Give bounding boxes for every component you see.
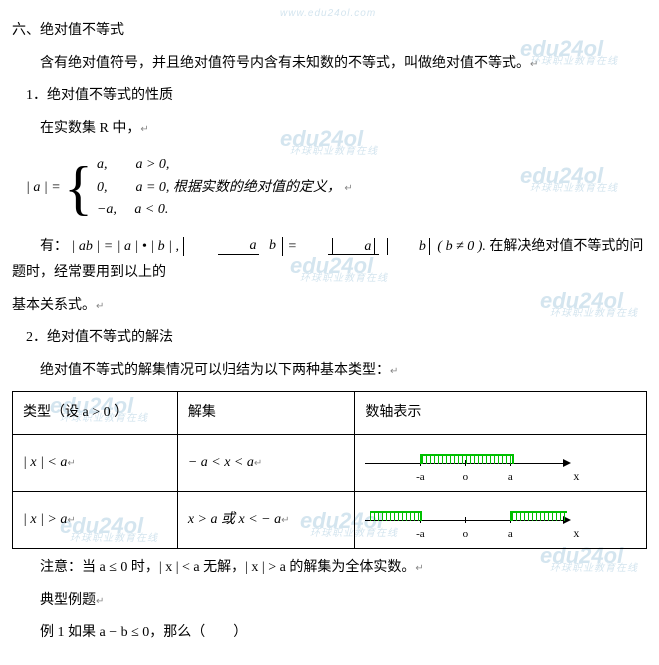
piecewise-lhs: | a | =	[26, 180, 64, 195]
return-mark: ↵	[530, 59, 538, 70]
return-mark: ↵	[415, 563, 423, 574]
case-line: 0, a = 0, 根据实数的绝对值的定义，	[97, 180, 341, 195]
sub2-title: 2．绝对值不等式的解法	[12, 325, 647, 352]
relation-tail: 基本关系式。	[12, 298, 96, 313]
cell-solution: − a < x < a	[188, 455, 254, 470]
examples-title: 典型例题	[40, 593, 96, 608]
table-row: | x | > a↵ x > a 或 x < − a↵ -a o a x	[13, 492, 647, 549]
return-mark: ↵	[96, 301, 104, 312]
col-header-type: 类型（设 a > 0 ）	[13, 391, 178, 435]
numberline-outside: -a o a x	[365, 500, 575, 540]
fraction-left: a b	[182, 237, 284, 255]
relation-prefix: 有：	[40, 239, 68, 254]
sub1-title: 1．绝对值不等式的性质	[12, 83, 647, 110]
definition-text: 含有绝对值符号，并且绝对值符号内含有未知数的不等式，叫做绝对值不等式。	[40, 56, 530, 71]
cell-solution: x > a 或 x < − a	[188, 512, 281, 527]
relation-line: 有： | ab | = | a | • | b | , a b = a b ( …	[12, 234, 647, 287]
col-header-solution: 解集	[177, 391, 355, 435]
example-1: 例 1 如果 a − b ≤ 0，那么（ ）	[12, 620, 647, 647]
brace-icon: {	[64, 158, 93, 218]
cell-type: | x | < a	[23, 455, 67, 470]
col-header-numberline: 数轴表示	[355, 391, 647, 435]
return-mark: ↵	[96, 596, 104, 607]
note-text: 注意：当 a ≤ 0 时，| x | < a 无解，| x | > a 的解集为…	[40, 560, 415, 575]
numberline-inside: -a o a x	[365, 443, 575, 483]
case-line: −a, a < 0.	[97, 202, 168, 217]
sub2-intro: 绝对值不等式的解集情况可以归结为以下两种基本类型：	[40, 363, 390, 378]
return-mark: ↵	[390, 366, 398, 377]
relation-ab: | ab | = | a | • | b | ,	[72, 239, 179, 254]
section-title: 六、绝对值不等式	[12, 18, 647, 45]
case-line: a, a > 0,	[97, 157, 169, 172]
cell-type: | x | > a	[23, 512, 67, 527]
table-row: | x | < a↵ − a < x < a↵ -a o a x	[13, 435, 647, 492]
relation-cond: ( b ≠ 0 ).	[437, 239, 486, 254]
sub1-intro: 在实数集 R 中，	[40, 121, 140, 136]
return-mark: ↵	[344, 183, 352, 194]
solution-table: 类型（设 a > 0 ） 解集 数轴表示 | x | < a↵ − a < x …	[12, 391, 647, 550]
table-header-row: 类型（设 a > 0 ） 解集 数轴表示	[13, 391, 647, 435]
piecewise-definition: | a | = { a, a > 0, 0, a = 0, 根据实数的绝对值的定…	[26, 150, 647, 225]
fraction-right: a b	[300, 238, 434, 255]
return-mark: ↵	[140, 124, 148, 135]
